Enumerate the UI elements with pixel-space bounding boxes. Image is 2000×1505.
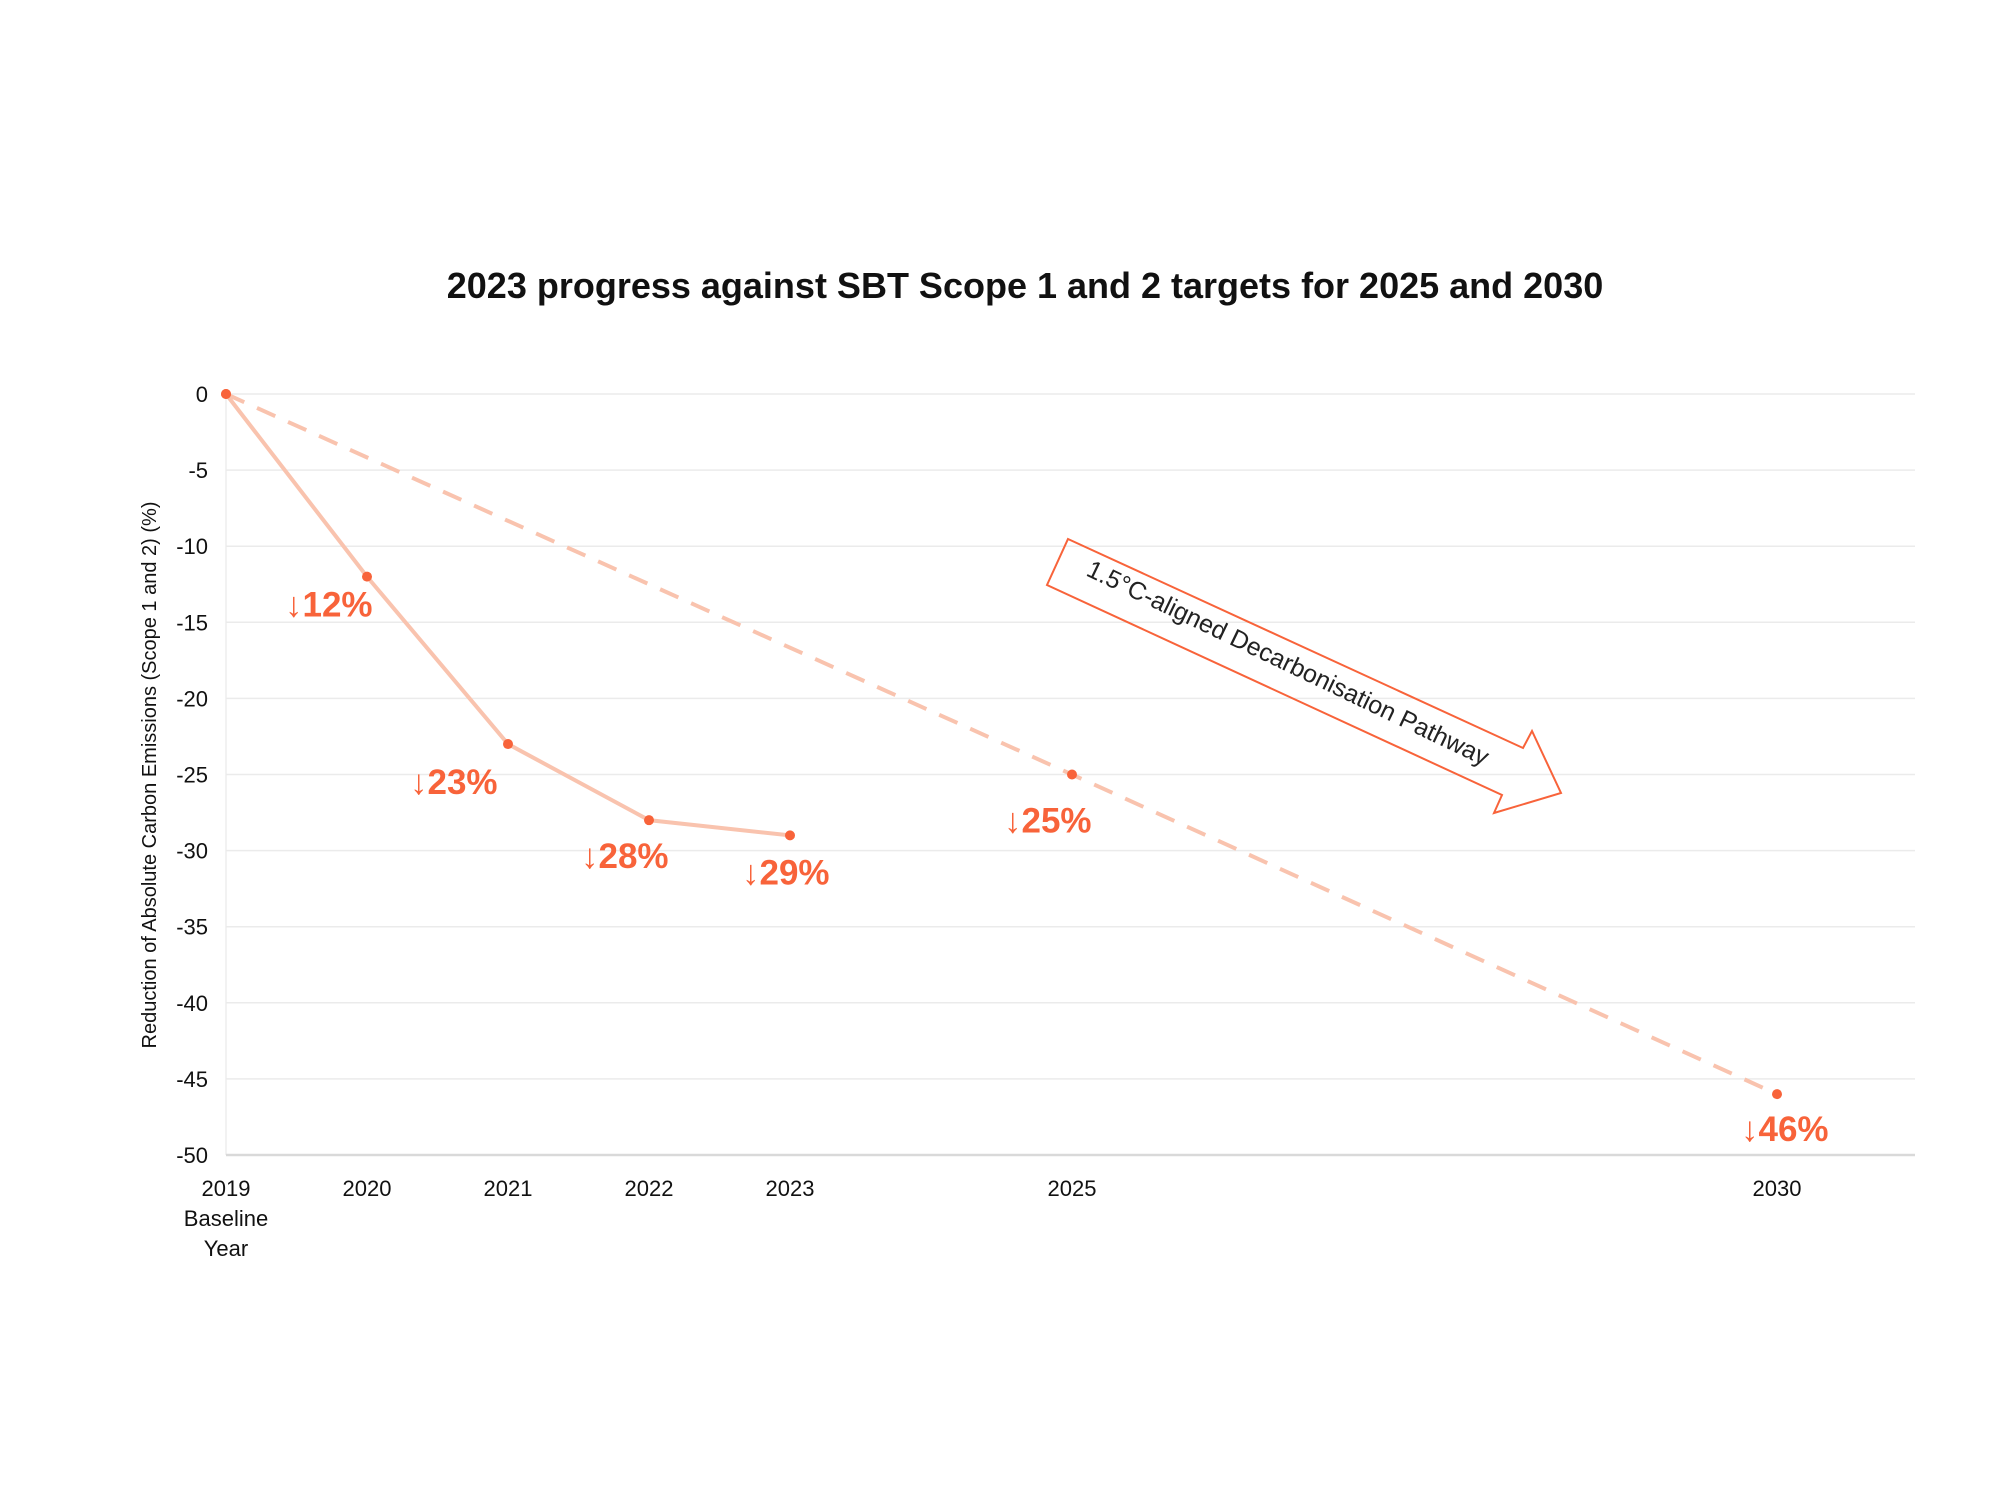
- pathway-arrow-icon: [1045, 537, 1563, 815]
- data-point: [644, 815, 654, 826]
- data-point: [785, 830, 795, 841]
- y-axis-label: Reduction of Absolute Carbon Emissions (…: [139, 502, 161, 1049]
- y-tick-label: -15: [176, 610, 208, 635]
- data-label: ↓28%: [581, 837, 669, 876]
- chart-title: 2023 progress against SBT Scope 1 and 2 …: [447, 265, 1603, 306]
- y-tick-label: -45: [176, 1067, 208, 1092]
- y-tick-label: -50: [176, 1143, 208, 1168]
- x-tick-label: 2019: [202, 1176, 251, 1201]
- pathway-label: 1.5°C-aligned Decarbonisation Pathway: [1082, 555, 1493, 772]
- pathway-annotation: 1.5°C-aligned Decarbonisation Pathway: [1045, 537, 1563, 815]
- x-tick-label: 2021: [484, 1176, 533, 1201]
- y-tick-label: -35: [176, 915, 208, 940]
- y-tick-label: -5: [188, 458, 208, 483]
- x-tick-label: 2022: [625, 1176, 674, 1201]
- y-tick-label: -20: [176, 686, 208, 711]
- data-point: [221, 389, 231, 399]
- y-tick-label: -25: [176, 763, 208, 788]
- y-tick-label: 0: [196, 382, 208, 407]
- y-tick-label: -10: [176, 534, 208, 559]
- data-point: [1067, 769, 1077, 780]
- data-label: ↓12%: [285, 586, 373, 625]
- data-point: [503, 739, 513, 750]
- x-tick-label: 2025: [1048, 1176, 1097, 1201]
- data-label: ↓29%: [742, 853, 830, 892]
- data-point: [362, 571, 372, 582]
- data-label: ↓46%: [1741, 1110, 1829, 1149]
- data-label: ↓23%: [410, 763, 498, 802]
- data-point: [1772, 1089, 1782, 1100]
- dashed-series-line: [225, 392, 1778, 1096]
- x-tick-sublabel: Baseline: [184, 1206, 268, 1231]
- x-tick-label: 2023: [766, 1176, 815, 1201]
- x-tick-sublabel: Year: [204, 1236, 248, 1261]
- y-tick-label: -30: [176, 839, 208, 864]
- x-tick-label: 2030: [1753, 1176, 1802, 1201]
- data-label: ↓25%: [1004, 802, 1092, 841]
- x-tick-label: 2020: [343, 1176, 392, 1201]
- y-tick-label: -40: [176, 991, 208, 1016]
